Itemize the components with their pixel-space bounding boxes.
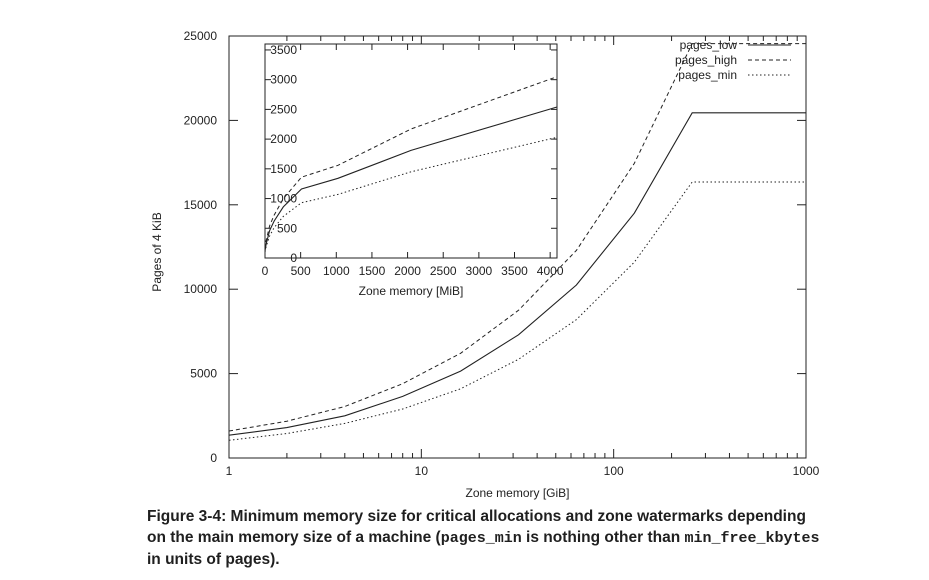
y-tick-label: 20000 <box>184 113 218 127</box>
main-plot: 1 10 100 10000500010000150002000025000Zone … <box>150 29 820 500</box>
inset-x-tick-label: 2000 <box>394 264 421 278</box>
legend-label-pages-min: pages_min <box>678 68 737 82</box>
inset-y-tick-label: 3500 <box>270 43 297 57</box>
inset-y-tick-label: 2000 <box>270 132 297 146</box>
series-line-pages-min <box>228 181 806 441</box>
inset-x-axis-title: Zone memory [MiB] <box>359 284 464 298</box>
inset-series-line-pages-low <box>264 106 558 251</box>
inset-x-tick-label: 4000 <box>537 264 564 278</box>
inset-y-tick-label: 3000 <box>270 73 297 87</box>
y-axis-title: Pages of 4 KiB <box>150 212 164 291</box>
caption-text-2: is nothing other than <box>521 529 685 546</box>
inset-series-line-pages-min <box>264 136 558 253</box>
inset-plot: 0 500 1000 1500 2000 2500 3000 3500 400005001000… <box>262 43 564 298</box>
inset-x-tick-label: 0 <box>262 264 269 278</box>
inset-y-tick-label: 0 <box>290 251 297 265</box>
x-axis-title: Zone memory [GiB] <box>465 486 569 500</box>
inset-x-tick-label: 2500 <box>430 264 457 278</box>
inset-x-tick-label: 1500 <box>359 264 386 278</box>
inset-y-tick-label: 1500 <box>270 162 297 176</box>
main-plot-frame <box>228 35 807 459</box>
caption-code-pages-min: pages_min <box>440 530 522 547</box>
x-tick-label: 1000 <box>793 464 820 478</box>
series-line-pages-high <box>228 43 806 432</box>
legend-label-pages-high: pages_high <box>675 53 737 67</box>
inset-x-tick-label: 500 <box>291 264 311 278</box>
x-tick-label: 10 <box>415 464 429 478</box>
caption-text-3: in units of pages). <box>147 551 280 568</box>
inset-x-tick-label: 3500 <box>501 264 528 278</box>
y-tick-label: 5000 <box>190 367 217 381</box>
caption-text-1: Figure 3-4: Minimum memory size for crit… <box>147 508 806 546</box>
legend-label-pages-low: pages_low <box>680 38 738 52</box>
series-line-pages-low <box>228 112 806 436</box>
caption-code-min-free-kbytes: min_free_kbytes <box>684 530 820 547</box>
y-tick-label: 10000 <box>184 282 218 296</box>
inset-y-tick-label: 500 <box>277 221 297 235</box>
y-tick-label: 0 <box>210 451 217 465</box>
x-tick-label: 1 <box>226 464 233 478</box>
x-tick-label: 100 <box>604 464 624 478</box>
inset-y-tick-label: 1000 <box>270 192 297 206</box>
y-tick-label: 15000 <box>184 198 218 212</box>
watermark-chart: 1 10 100 10000500010000150002000025000Zone … <box>150 29 820 500</box>
inset-x-tick-label: 1000 <box>323 264 350 278</box>
y-tick-label: 25000 <box>184 29 218 43</box>
figure-caption: Figure 3-4: Minimum memory size for crit… <box>147 506 827 570</box>
inset-x-tick-label: 3000 <box>466 264 493 278</box>
inset-series-line-pages-high <box>264 76 558 250</box>
inset-plot-frame <box>264 43 558 259</box>
inset-y-tick-label: 2500 <box>270 102 297 116</box>
